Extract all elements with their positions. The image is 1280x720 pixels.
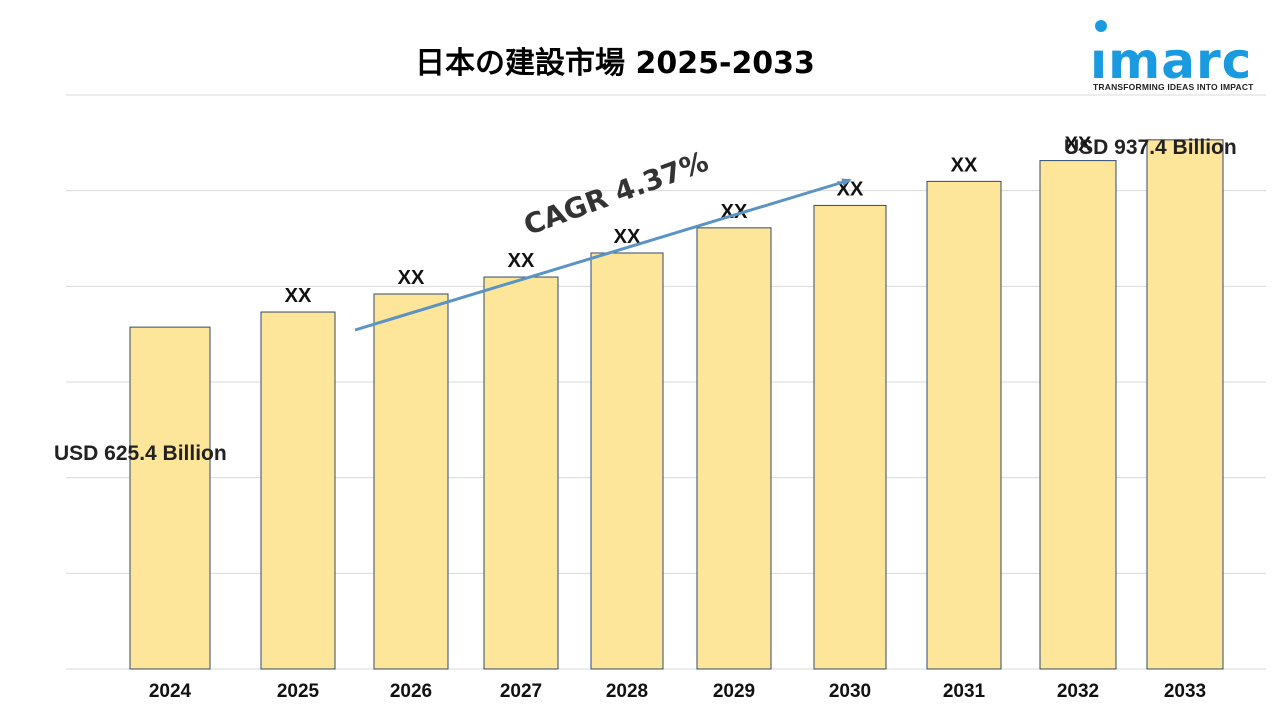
x-tick-2033: 2033 bbox=[1164, 681, 1206, 702]
cagr-arrow bbox=[354, 178, 852, 332]
data-label-2027: XX bbox=[508, 250, 535, 272]
bars bbox=[129, 139, 1224, 670]
bar-2029 bbox=[696, 227, 772, 670]
logo-wordmark: ımarc bbox=[1090, 32, 1253, 90]
x-tick-2028: 2028 bbox=[606, 681, 648, 702]
data-label-2031: XX bbox=[951, 154, 978, 176]
bar-2025 bbox=[260, 311, 336, 670]
x-tick-2025: 2025 bbox=[277, 681, 320, 702]
x-tick-labels: 2024 2025 2026 2027 2028 2029 2030 2031 2032 2033 bbox=[149, 681, 1206, 702]
x-tick-2027: 2027 bbox=[500, 681, 542, 702]
imarc-logo: ımarc TRANSFORMING IDEAS INTO IMPACT bbox=[1088, 20, 1268, 100]
bar-2032 bbox=[1039, 160, 1117, 670]
data-label-2032: XX bbox=[1065, 134, 1092, 156]
logo-dot-icon bbox=[1095, 20, 1107, 32]
bar-2027 bbox=[483, 276, 559, 670]
end-value-annotation: USD 937.4 Billion bbox=[1064, 136, 1237, 159]
x-tick-2030: 2030 bbox=[829, 681, 871, 702]
x-tick-2031: 2031 bbox=[943, 681, 986, 702]
data-label-2026: XX bbox=[398, 267, 425, 289]
data-label-2025: XX bbox=[285, 285, 312, 307]
start-value-annotation: USD 625.4 Billion bbox=[54, 442, 227, 465]
cagr-arrow-line bbox=[354, 178, 852, 332]
data-label-2028: XX bbox=[614, 226, 641, 248]
bar-2026 bbox=[373, 293, 449, 670]
x-tick-2029: 2029 bbox=[713, 681, 755, 702]
bar-2033 bbox=[1146, 139, 1224, 670]
x-tick-2026: 2026 bbox=[390, 681, 432, 702]
x-tick-2032: 2032 bbox=[1057, 681, 1099, 702]
chart-title: 日本の建設市場 2025-2033 bbox=[415, 46, 815, 81]
bar-2030 bbox=[813, 204, 887, 670]
x-tick-2024: 2024 bbox=[149, 681, 192, 702]
logo-tagline: TRANSFORMING IDEAS INTO IMPACT bbox=[1093, 82, 1254, 92]
bar-2031 bbox=[926, 180, 1002, 670]
bar-2028 bbox=[590, 252, 664, 670]
bar-2024 bbox=[129, 326, 211, 670]
